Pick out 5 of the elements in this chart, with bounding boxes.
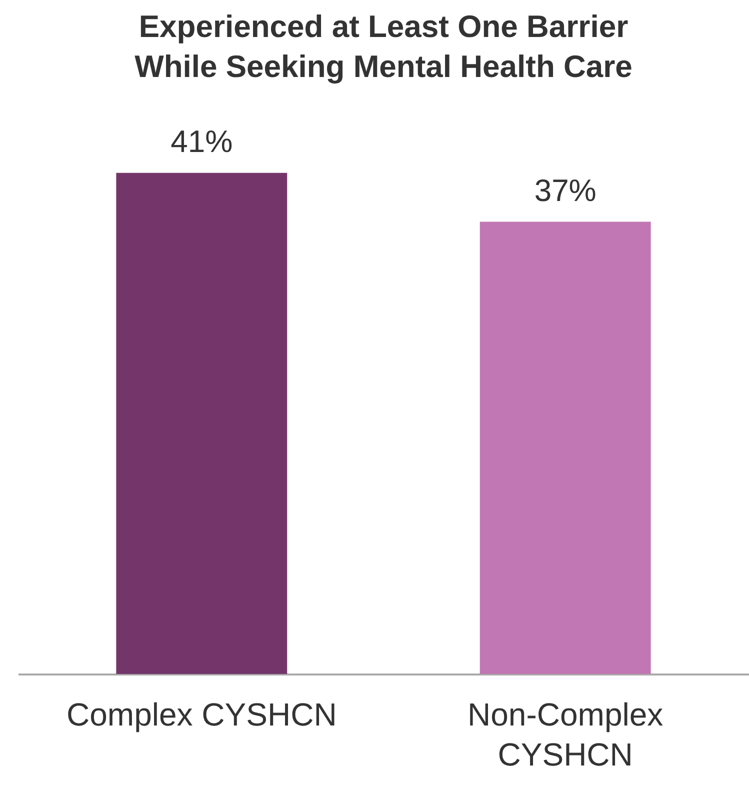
- x-tick-label: Non-Complex CYSHCN: [468, 696, 664, 772]
- chart-title: Experienced at Least One Barrier While Seeking Mental Health Care: [134, 9, 632, 84]
- x-tick-label: Complex CYSHCN: [66, 696, 337, 732]
- data-label: 37%: [534, 172, 596, 208]
- data-label: 41%: [170, 124, 233, 159]
